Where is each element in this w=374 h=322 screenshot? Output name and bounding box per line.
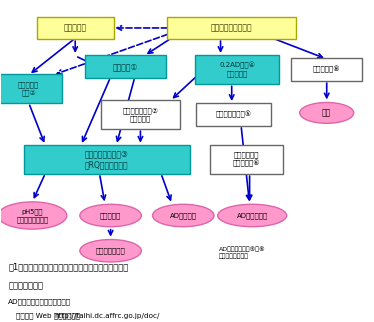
FancyBboxPatch shape <box>85 55 166 78</box>
Ellipse shape <box>300 102 354 123</box>
Text: 酢酸緩衝液
抽出②: 酢酸緩衝液 抽出② <box>18 81 39 96</box>
Text: pH5抽出
アンモニア態窒素: pH5抽出 アンモニア態窒素 <box>16 208 48 223</box>
FancyBboxPatch shape <box>37 16 114 39</box>
Text: AD可溶窒素: AD可溶窒素 <box>170 212 197 219</box>
Ellipse shape <box>218 204 287 227</box>
Text: AD可溶有機物: AD可溶有機物 <box>237 212 268 219</box>
Text: 小型反射式光度計③
（RQフレックス）: 小型反射式光度計③ （RQフレックス） <box>85 149 129 169</box>
FancyBboxPatch shape <box>210 145 283 174</box>
Text: 0.2AD抽出④
（圧力锅）: 0.2AD抽出④ （圧力锅） <box>220 62 255 77</box>
Ellipse shape <box>153 204 214 227</box>
Text: AD：酸性デタージェントの略: AD：酸性デタージェントの略 <box>8 299 71 306</box>
Text: AD可溶有機物は⑤、⑥
のいずれかで源定: AD可溶有機物は⑤、⑥ のいずれかで源定 <box>219 246 265 259</box>
Text: 塩酸抽出①: 塩酸抽出① <box>113 62 138 71</box>
FancyBboxPatch shape <box>195 55 279 84</box>
FancyBboxPatch shape <box>291 58 362 81</box>
Text: 水分: 水分 <box>322 109 331 118</box>
FancyBboxPatch shape <box>196 103 271 126</box>
Text: パックテスト法⑤: パックテスト法⑤ <box>215 111 252 118</box>
FancyBboxPatch shape <box>24 145 190 174</box>
Ellipse shape <box>0 202 67 229</box>
Text: 鶏ふん堆肖: 鶏ふん堆肖 <box>64 24 87 33</box>
Ellipse shape <box>80 240 141 262</box>
FancyBboxPatch shape <box>101 100 180 129</box>
Text: 過マンガン酸
カリウム法⑥: 過マンガン酸 カリウム法⑥ <box>233 152 260 167</box>
Text: http://taihi.dc.affrc.go.jp/doc/: http://taihi.dc.affrc.go.jp/doc/ <box>54 313 160 319</box>
Text: 速評価法の概略: 速評価法の概略 <box>8 281 43 290</box>
Text: 電子レンジ⑧: 電子レンジ⑧ <box>313 66 340 73</box>
FancyBboxPatch shape <box>167 16 296 39</box>
Text: 図1　家畚ふん堆肥の窒素肥効と含有成分の簡易・迅: 図1 家畚ふん堆肥の窒素肥効と含有成分の簡易・迅 <box>8 262 128 271</box>
FancyBboxPatch shape <box>0 74 62 103</box>
Text: 無機態窒素: 無機態窒素 <box>100 212 121 219</box>
Text: ペルオキソ分解⑦
（圧力锅）: ペルオキソ分解⑦ （圧力锅） <box>122 107 159 122</box>
Ellipse shape <box>80 204 141 227</box>
Text: （詳細は Web から入手可能: （詳細は Web から入手可能 <box>16 313 82 319</box>
Text: 牛ふん・豚ふん堆肖: 牛ふん・豚ふん堆肖 <box>211 24 252 33</box>
Text: リン酸、カリ他: リン酸、カリ他 <box>96 248 126 254</box>
